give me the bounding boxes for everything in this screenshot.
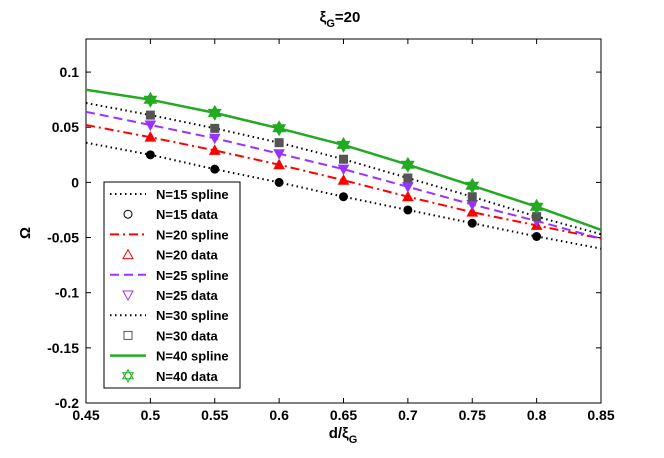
legend-label-n-25-data: N=25 data [156, 288, 219, 303]
y-tick-label: 0 [71, 174, 79, 190]
data-point-n-15-data [403, 205, 413, 215]
series-line-n-25-spline [86, 110, 601, 240]
data-point-n-25-data [337, 164, 350, 176]
data-point-n-40-data [529, 198, 544, 215]
x-tick-label: 0.75 [459, 407, 486, 423]
x-axis-title: d/ξG [329, 425, 358, 446]
data-point-n-20-data [208, 144, 221, 155]
hexagram-part [336, 140, 351, 153]
legend-label-n-15-spline: N=15 spline [156, 187, 229, 202]
x-tick-label: 0.85 [587, 407, 614, 423]
legend-label-n-20-data: N=20 data [156, 248, 219, 263]
legend-label-n-25-spline: N=25 spline [156, 268, 229, 283]
hexagram-part [143, 95, 158, 108]
data-point-n-40-data [400, 156, 415, 173]
x-tick-label: 0.45 [72, 407, 99, 423]
data-point-n-40-data [336, 136, 351, 153]
x-tick-label: 0.8 [527, 407, 547, 423]
legend-swatch-n-15-data [123, 209, 133, 219]
x-tick-label: 0.5 [141, 407, 161, 423]
data-point-n-30-data [339, 154, 348, 164]
legend-swatch-n-40-data [121, 372, 135, 383]
series-line-n-20-spline [86, 124, 601, 240]
legend-swatch-n-20-data [122, 248, 134, 260]
data-point-n-30-data [210, 123, 220, 133]
hexagram-part [272, 124, 287, 137]
data-point-n-40-data [143, 91, 158, 108]
y-axis-title: Ω [17, 227, 34, 239]
x-tick-label: 0.65 [330, 407, 357, 423]
chart-title: ξG=20 [320, 9, 361, 30]
data-point-n-15-data [145, 150, 155, 160]
y-tick-label: -0.1 [55, 285, 79, 301]
data-point-n-30-data [403, 173, 413, 183]
y-tick-label: -0.2 [55, 395, 79, 411]
data-point-n-25-data [208, 133, 221, 145]
y-tick-label: 0.1 [60, 64, 80, 80]
data-point-n-30-data [145, 110, 155, 120]
legend-swatch-n-40-data [121, 368, 135, 380]
data-point-n-15-data [274, 177, 284, 187]
hexagram-part [207, 108, 222, 121]
hexagram-part [529, 202, 544, 215]
data-point-n-20-data [337, 174, 350, 185]
data-point-n-15-data [532, 231, 542, 241]
data-point-n-30-data [467, 192, 477, 202]
data-point-n-40-data [207, 104, 222, 121]
legend-label-n-20-spline: N=20 spline [156, 227, 229, 242]
x-tick-label: 0.6 [269, 407, 289, 423]
plot-area: 0.45 0.5 0.55 0.6 0.65 0.7 0.75 0.8 0.85 -0.2 -0.1… [47, 38, 615, 423]
data-point-n-20-data [402, 190, 414, 202]
x-tick-label: 0.7 [398, 407, 418, 423]
data-point-n-15-data [210, 164, 220, 174]
legend: N=15 spline N=15 data N=20 spline N=20 data… [103, 181, 241, 389]
legend-label-n-30-data: N=30 data [156, 328, 219, 343]
hexagram-part [465, 181, 480, 194]
data-point-n-15-data [467, 218, 477, 228]
series-group [86, 88, 601, 250]
legend-label-n-15-data: N=15 data [156, 207, 219, 222]
x-tick-label: 0.55 [201, 407, 228, 423]
legend-swatch-n-30-data [123, 330, 133, 340]
y-tick-label: -0.15 [47, 340, 79, 356]
data-point-n-15-data [339, 192, 348, 202]
data-point-n-40-data [465, 177, 480, 194]
data-point-n-20-data [466, 206, 479, 217]
data-point-n-30-data [274, 138, 284, 148]
data-point-n-25-data [402, 182, 414, 193]
data-point-n-20-data [144, 131, 157, 142]
legend-swatch-n-25-data [122, 290, 134, 302]
data-point-n-25-data [273, 149, 285, 160]
data-point-n-20-data [273, 158, 285, 170]
hexagram-part [400, 160, 415, 173]
legend-label-n-40-spline: N=40 spline [156, 349, 229, 364]
y-tick-label: -0.05 [47, 230, 79, 246]
legend-label-n-40-data: N=40 data [156, 369, 219, 384]
legend-box [103, 181, 241, 389]
y-tick-label: 0.05 [52, 119, 79, 135]
data-point-n-40-data [272, 120, 287, 137]
data-point-n-25-data [144, 120, 157, 132]
legend-label-n-30-spline: N=30 spline [156, 308, 229, 323]
